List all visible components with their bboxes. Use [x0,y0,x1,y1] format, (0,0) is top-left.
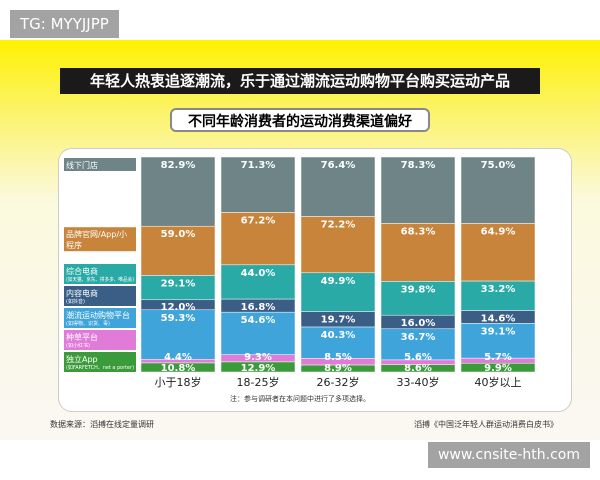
data-label: 36.7% [401,332,436,343]
data-label: 16.8% [241,302,276,313]
x-tick-label: 26-32岁 [317,375,360,389]
legend-swatch [64,286,136,306]
data-label: 12.0% [161,302,196,313]
legend-swatch [64,158,136,171]
data-label: 54.6% [241,315,276,326]
legend-swatch [64,330,136,350]
legend-swatch [64,264,136,284]
data-label: 76.4% [321,160,356,171]
x-tick-label: 小于18岁 [155,375,202,389]
legend-swatch [64,227,136,252]
bar-segment [220,311,296,355]
data-label: 5.6% [404,352,432,363]
bar-segment [140,362,216,373]
chart-subtitle: 不同年龄消费者的运动消费渠道偏好 [170,108,430,132]
data-label: 59.0% [161,229,196,240]
legend-swatch [64,352,136,372]
legend-note: (如得物、识货、毒) [66,320,110,327]
source-text: 数据来源：滔搏在线定量调研 [50,420,154,429]
data-label: 33.2% [481,284,516,295]
bar-segment [380,328,456,361]
bar-segment [380,223,456,282]
data-label: 67.2% [241,216,276,227]
x-tick-label: 18-25岁 [237,375,280,389]
data-label: 72.2% [321,220,356,231]
bar-segment [140,275,216,301]
bar-segment [300,156,376,217]
legend-note: (如天猫、京东、拼多多、唯品会) [66,276,134,283]
data-label: 8.5% [324,352,352,363]
legend-label: 品牌官网/App/小 [66,229,127,239]
data-label: 78.3% [401,160,436,171]
data-label: 68.3% [401,226,436,237]
data-label: 12.9% [241,363,276,374]
chart-note: 注：参与调研者在本问题中进行了多项选择。 [230,394,370,403]
credit-text: 滔搏《中国泛年轻人群运动消费白皮书》 [414,420,558,429]
legend-note: (如抖音) [66,298,85,305]
legend-swatch [64,308,136,328]
legend-note: (如小红书) [66,342,90,349]
data-label: 16.0% [401,318,436,329]
legend-label: 种草平台 [66,332,98,342]
data-label: 29.1% [161,278,196,289]
bar-segment [460,362,536,373]
legend-note: (如FARFETCH、net a porter) [66,364,134,371]
data-label: 8.9% [324,363,352,374]
bar-segment [220,264,296,300]
data-label: 40.3% [321,330,356,341]
bar-segment [380,364,456,373]
page-title: 年轻人热衷追逐潮流，乐于通过潮流运动购物平台购买运动产品 [60,68,540,94]
data-label: 82.9% [161,160,196,171]
data-label: 9.9% [484,363,512,374]
bar-segment [460,156,536,224]
data-label: 49.9% [321,276,356,287]
legend-label: 综合电商 [66,266,98,276]
data-label: 75.0% [481,160,516,171]
bar-segment [300,364,376,373]
bar-segment [460,223,536,282]
data-label: 39.8% [401,284,436,295]
legend-label: 潮流运动购物平台 [66,310,130,320]
bar-segment [460,280,536,311]
x-tick-label: 40岁以上 [475,375,522,389]
legend-label: 独立App [66,354,98,364]
data-label: 9.3% [244,352,272,363]
legend-label: 内容电商 [66,288,98,298]
data-label: 4.4% [164,352,192,363]
x-tick-label: 33-40岁 [397,375,440,389]
data-label: 64.9% [481,227,516,238]
data-label: 19.7% [321,315,356,326]
bar-segment [300,326,376,359]
bar-segment [140,309,216,360]
bar-segment [220,361,296,373]
data-label: 10.8% [161,363,196,374]
bar-segment [220,156,296,213]
data-label: 39.1% [481,326,516,337]
legend-label: 程序 [66,240,82,250]
bar-segment [300,216,376,274]
data-label: 59.3% [161,313,196,324]
data-label: 71.3% [241,160,276,171]
bar-segment [220,212,296,266]
bar-segment [380,156,456,224]
bar-segment [380,281,456,316]
bar-segment [140,156,216,227]
watermark-bottom: www.cnsite-hth.com [427,442,590,468]
data-label: 44.0% [241,268,276,279]
watermark-top: TG: MYYJJPP [10,10,119,38]
bar-segment [140,225,216,276]
data-label: 8.6% [404,363,432,374]
data-label: 5.7% [484,352,512,363]
legend-label: 线下门店 [66,160,98,170]
data-label: 14.6% [481,314,516,325]
